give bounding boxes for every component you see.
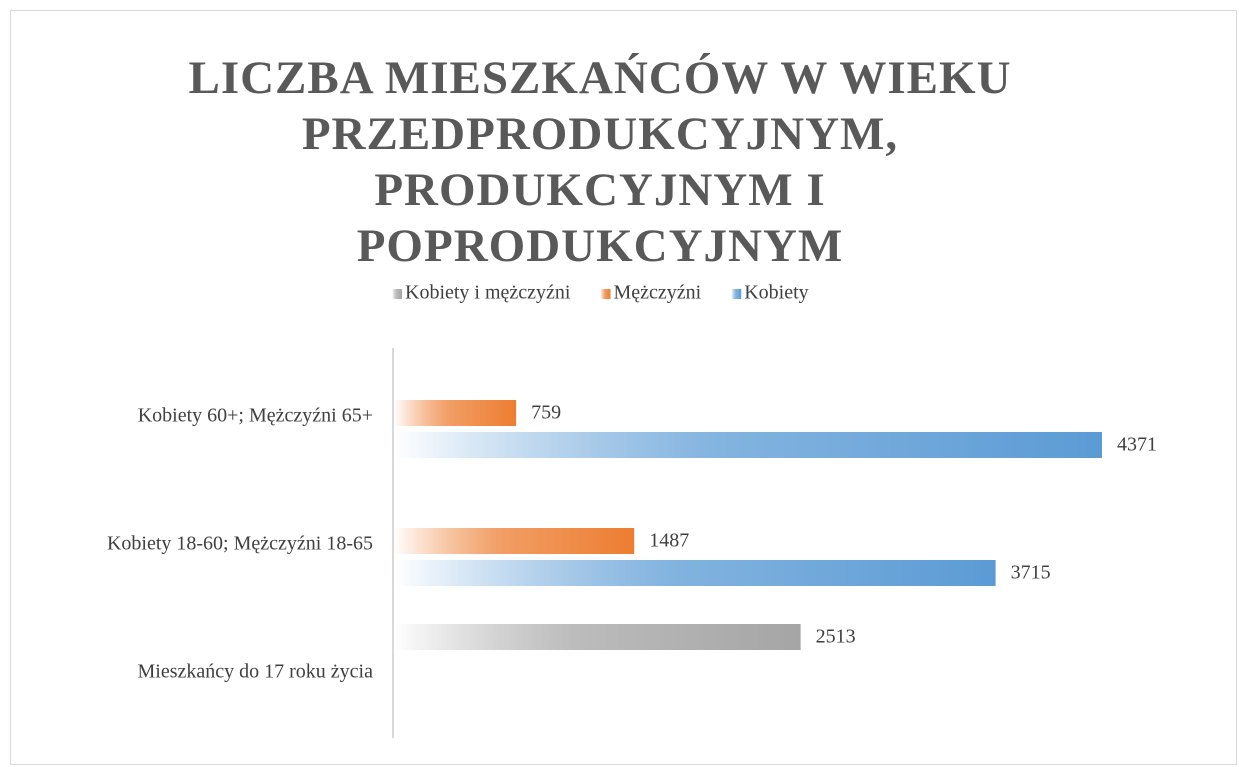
y-tick-label: Mieszkańcy do 17 roku życia	[138, 661, 374, 683]
y-tick-label: Kobiety 60+; Mężczyźni 65+	[138, 405, 373, 427]
data-label: 4371	[1117, 434, 1157, 456]
data-label: 2513	[816, 626, 856, 648]
legend-swatch	[731, 289, 742, 299]
y-tick-label: Kobiety 18-60; Mężczyźni 18-65	[107, 533, 373, 555]
bar	[394, 560, 996, 586]
legend-label: Mężczyźni	[614, 282, 702, 304]
bar	[394, 528, 635, 554]
data-label: 759	[531, 402, 561, 424]
legend-label: Kobiety	[744, 282, 808, 304]
data-label: 3715	[1011, 562, 1051, 584]
bar	[394, 400, 517, 426]
data-label: 1487	[649, 530, 689, 552]
bar	[394, 432, 1102, 458]
legend-swatch	[600, 289, 611, 299]
legend-label: Kobiety i mężczyźni	[405, 282, 571, 304]
chart-frame	[10, 10, 1237, 765]
bar	[394, 624, 801, 650]
legend-swatch	[392, 289, 402, 299]
chart-title: LICZBA MIESZKAŃCÓW W WIEKU PRZEDPRODUKCY…	[188, 52, 1012, 272]
